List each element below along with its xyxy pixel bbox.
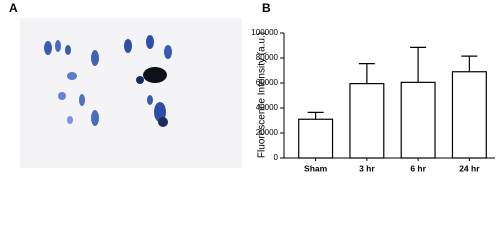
paw-mark [44,41,52,55]
paw-mark [146,35,154,49]
bar [400,81,436,159]
paw-mark [67,72,77,80]
paw-mark [65,45,71,55]
y-tick-label: 80000 [256,53,279,62]
bar [451,71,487,159]
paw-mark [136,76,144,84]
paw-mark [55,40,61,52]
paw-mark [147,95,153,105]
paw-mark [124,39,132,53]
y-tick-label: 100000 [251,28,278,37]
x-tick-label: 24 hr [459,163,480,173]
figure: A B Fluorescence Intensity (a.u.) 0 20000… [9,1,495,173]
y-axis-title: Fluorescence Intensity (a.u.) [257,32,268,158]
x-tick-label: 3 hr [359,163,375,173]
bar [349,83,385,159]
paw-mark [79,94,85,106]
paw-mark [91,110,99,126]
x-tick-label: Sham [304,163,328,173]
paw-mark [58,92,66,100]
y-tick-label: 40000 [256,103,279,112]
paw-mark [91,50,99,66]
y-tick-label: 60000 [256,78,279,87]
y-tick-label: 0 [274,153,279,162]
paw-mark [158,117,168,127]
paw-mark [67,116,73,124]
paw-mark [164,45,172,59]
x-tick-label: 6 hr [410,163,426,173]
bar [298,118,334,159]
panel-label: B [262,1,271,15]
y-tick-label: 20000 [256,128,279,137]
photo-background [20,18,242,168]
panel-label: A [9,1,18,15]
paw-print-photo [20,18,242,168]
paw-mark [143,67,167,83]
